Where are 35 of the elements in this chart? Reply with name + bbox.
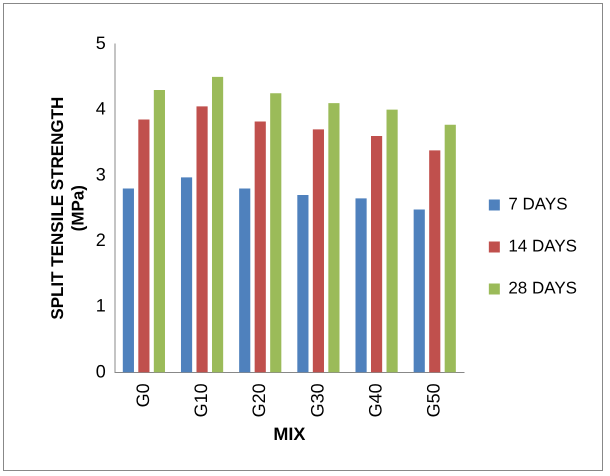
x-tick-label: G10 bbox=[191, 383, 212, 418]
legend-label: 14 DAYS bbox=[508, 236, 578, 256]
x-tick-label: G0 bbox=[132, 383, 153, 408]
bar bbox=[154, 90, 165, 372]
bar bbox=[355, 198, 367, 372]
y-tick-label: 1 bbox=[96, 296, 106, 316]
x-axis-title: MIX bbox=[273, 424, 306, 444]
bar bbox=[328, 103, 340, 372]
y-tick-label: 0 bbox=[96, 361, 106, 382]
bar bbox=[312, 129, 324, 372]
legend-label: 28 DAYS bbox=[508, 278, 578, 298]
bar bbox=[196, 106, 208, 372]
x-tick-label: G30 bbox=[307, 383, 328, 418]
x-tick-label: G40 bbox=[366, 383, 386, 418]
y-tick-label: 4 bbox=[96, 98, 106, 119]
y-tick-label: 3 bbox=[96, 164, 106, 184]
bar bbox=[414, 210, 425, 372]
legend-label: 7 DAYS bbox=[508, 194, 568, 214]
bar bbox=[297, 195, 308, 372]
bar bbox=[444, 124, 456, 372]
bar bbox=[239, 188, 250, 372]
bar bbox=[386, 110, 398, 372]
bar bbox=[122, 188, 134, 372]
bar bbox=[370, 136, 382, 372]
bar bbox=[270, 93, 282, 372]
y-tick-label: 2 bbox=[96, 230, 106, 250]
bar bbox=[180, 177, 192, 372]
bar bbox=[212, 76, 224, 372]
x-tick-label: G50 bbox=[424, 383, 444, 418]
bar bbox=[138, 120, 150, 372]
y-axis-title: SPLIT TENSILE STRENGTH (MPa) bbox=[48, 96, 88, 320]
bar bbox=[254, 121, 266, 372]
bar bbox=[429, 150, 440, 372]
y-tick-label: 5 bbox=[96, 32, 106, 53]
x-tick-label: G20 bbox=[249, 383, 270, 418]
